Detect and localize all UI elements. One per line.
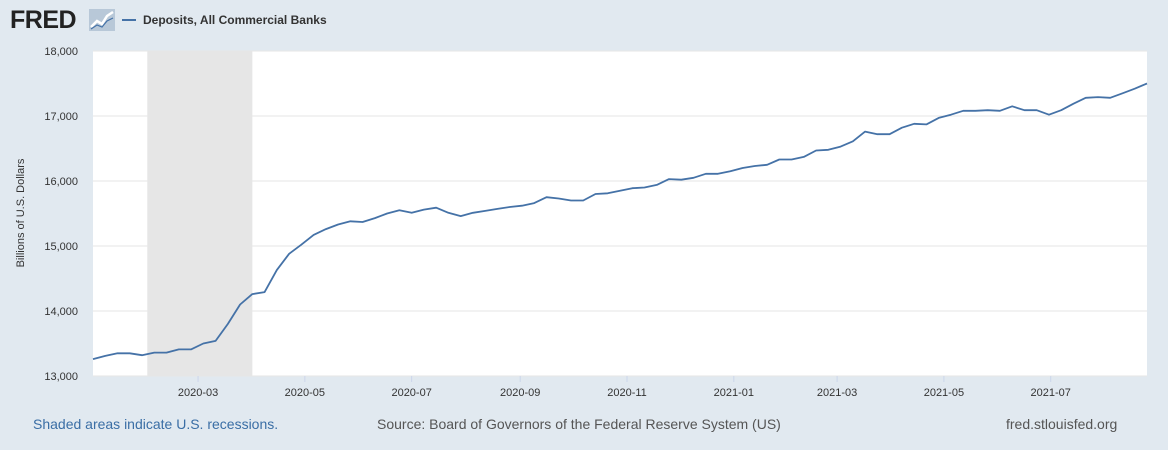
x-tick-label: 2021-01 — [714, 387, 754, 399]
x-tick-label: 2020-07 — [391, 387, 431, 399]
series-line — [92, 82, 1148, 360]
x-tick-label: 2021-07 — [1031, 387, 1071, 399]
x-tick-label: 2020-03 — [178, 387, 218, 399]
y-tick-label: 13,000 — [44, 371, 78, 383]
x-tick-label: 2021-03 — [817, 387, 857, 399]
recession-note: Shaded areas indicate U.S. recessions. — [33, 416, 279, 432]
y-tick-label: 18,000 — [44, 46, 78, 58]
y-tick-label: 17,000 — [44, 111, 78, 123]
chart-legend[interactable]: Deposits, All Commercial Banks — [122, 12, 327, 28]
fred-logo[interactable]: FRED — [10, 6, 77, 34]
chart: 13,000 14,000 15,000 16,000 17,000 18,000 202… — [15, 46, 1148, 399]
legend-label: Deposits, All Commercial Banks — [143, 13, 327, 27]
source-note: Source: Board of Governors of the Federa… — [377, 416, 781, 432]
grid-layer — [93, 50, 1147, 377]
x-tick-label: 2021-05 — [924, 387, 964, 399]
y-tick-label: 14,000 — [44, 306, 78, 318]
y-tick-label: 16,000 — [44, 176, 78, 188]
chart-header: FRED Deposits, All Commercial Banks — [0, 0, 1168, 42]
recession-layer — [147, 51, 253, 376]
y-axis-title: Billions of U.S. Dollars — [15, 158, 27, 267]
x-tick-label: 2020-11 — [607, 387, 647, 399]
series-layer — [92, 82, 1148, 360]
line-chart-icon — [89, 9, 115, 31]
legend-swatch — [122, 19, 136, 21]
y-tick-label: 15,000 — [44, 241, 78, 253]
site-link[interactable]: fred.stlouisfed.org — [1006, 416, 1118, 432]
plot-background — [93, 51, 1147, 376]
recession-shade — [147, 51, 253, 376]
x-axis-ticks: 2020-03 2020-05 2020-07 2020-09 2020-11 2021-… — [178, 376, 1071, 399]
y-axis-ticks: 13,000 14,000 15,000 16,000 17,000 18,000 — [44, 46, 78, 383]
x-tick-label: 2020-09 — [500, 387, 540, 399]
x-tick-label: 2020-05 — [285, 387, 325, 399]
